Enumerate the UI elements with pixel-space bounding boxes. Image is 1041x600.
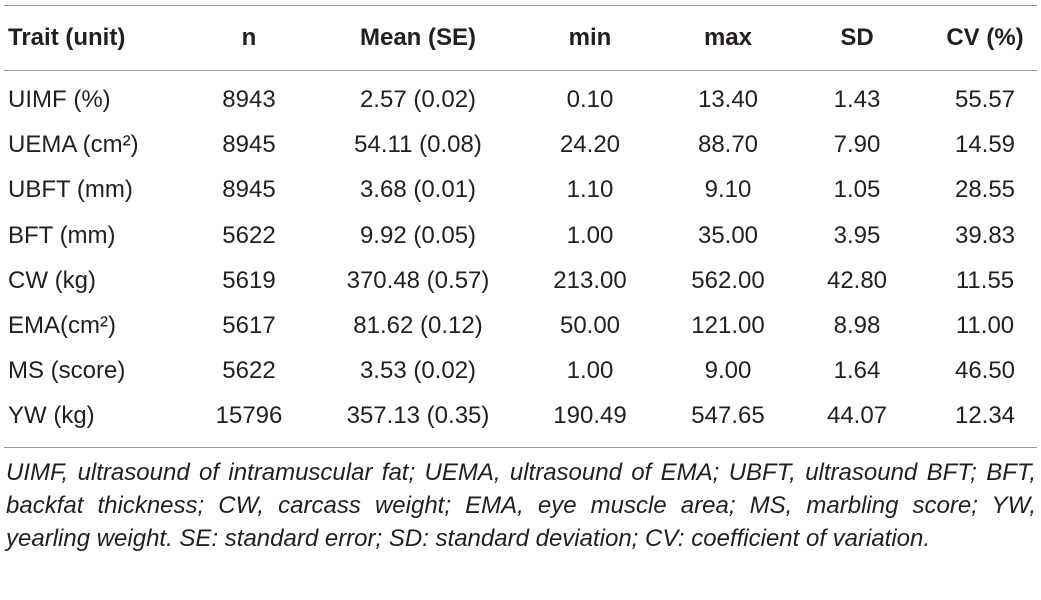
table-cell: 9.92 (0.05) xyxy=(359,221,477,249)
table-cell: 3.53 (0.02) xyxy=(359,357,477,385)
table-cell: 370.48 (0.57) xyxy=(346,266,490,294)
header-cell: max xyxy=(703,24,753,51)
bottom-rule xyxy=(4,447,1037,448)
table-cell: 42.80 xyxy=(826,266,888,294)
row-label: YW (kg) xyxy=(8,402,95,430)
row-label: MS (score) xyxy=(8,357,126,385)
table-cell: 8945 xyxy=(222,176,276,204)
header-cell: CV (%) xyxy=(946,24,1024,51)
table-cell: 190.49 xyxy=(553,402,627,430)
table-cell: 8943 xyxy=(222,86,276,113)
header-rule xyxy=(4,70,1037,71)
header-cell: min xyxy=(568,24,612,51)
header-cell: Mean (SE) xyxy=(359,24,476,51)
table-cell: 5617 xyxy=(222,312,276,339)
table-cell: 50.00 xyxy=(559,312,621,339)
header-cell: n xyxy=(241,24,257,51)
table-cell: 24.20 xyxy=(559,131,621,159)
top-rule xyxy=(4,5,1037,6)
footnote: UIMF, ultrasound of intramuscular fat; U… xyxy=(6,459,1036,552)
row-label: EMA(cm²) xyxy=(8,312,116,339)
table-cell: 1.00 xyxy=(566,357,614,385)
table-cell: 28.55 xyxy=(954,176,1016,204)
header-cell: SD xyxy=(840,24,874,51)
table-cell: 1.00 xyxy=(566,221,614,249)
table-cell: 1.64 xyxy=(833,357,881,385)
table-cell: 81.62 (0.12) xyxy=(353,312,483,339)
table-cell: 357.13 (0.35) xyxy=(346,402,490,430)
table-cell: 14.59 xyxy=(954,131,1016,159)
row-label: UBFT (mm) xyxy=(8,176,133,204)
table-cell: 213.00 xyxy=(553,266,627,294)
table-cell: 547.65 xyxy=(691,402,765,430)
header-cell: Trait (unit) xyxy=(8,24,126,51)
table-cell: 8.98 xyxy=(833,312,881,339)
table-cell: 11.55 xyxy=(955,266,1015,294)
table-cell: 39.83 xyxy=(954,221,1016,249)
table-cell: 562.00 xyxy=(691,266,765,294)
table-cell: 0.10 xyxy=(566,86,614,113)
table-cell: 9.10 xyxy=(704,176,752,204)
table-cell: 1.05 xyxy=(833,176,881,204)
table-cell: 3.68 (0.01) xyxy=(359,176,477,204)
table-cell: 35.00 xyxy=(697,221,759,249)
table-cell: 5619 xyxy=(222,266,276,294)
table-cell: 46.50 xyxy=(954,357,1016,385)
row-label: CW (kg) xyxy=(8,266,96,294)
table-cell: 11.00 xyxy=(955,312,1015,339)
table-cell: 2.57 (0.02) xyxy=(359,86,477,113)
table-cell: 13.40 xyxy=(697,86,759,113)
table-cell: 15796 xyxy=(215,402,283,430)
table-cell: 54.11 (0.08) xyxy=(354,131,482,159)
table-cell: 88.70 xyxy=(697,131,759,159)
table-cell: 121.00 xyxy=(691,312,765,339)
table-cell: 1.43 xyxy=(833,86,881,113)
table-cell: 12.34 xyxy=(954,402,1016,430)
table-cell: 8945 xyxy=(222,131,276,159)
row-label: BFT (mm) xyxy=(8,221,116,249)
table-cell: 5622 xyxy=(222,357,276,385)
table-cell: 44.07 xyxy=(826,402,888,430)
table-cell: 7.90 xyxy=(833,131,881,159)
table-cell: 9.00 xyxy=(704,357,752,385)
row-label: UIMF (%) xyxy=(8,86,111,113)
table-cell: 55.57 xyxy=(954,86,1016,113)
table-cell: 1.10 xyxy=(566,176,614,204)
row-label: UEMA (cm²) xyxy=(8,131,139,159)
table-cell: 3.95 xyxy=(833,221,881,249)
table-cell: 5622 xyxy=(222,221,276,249)
